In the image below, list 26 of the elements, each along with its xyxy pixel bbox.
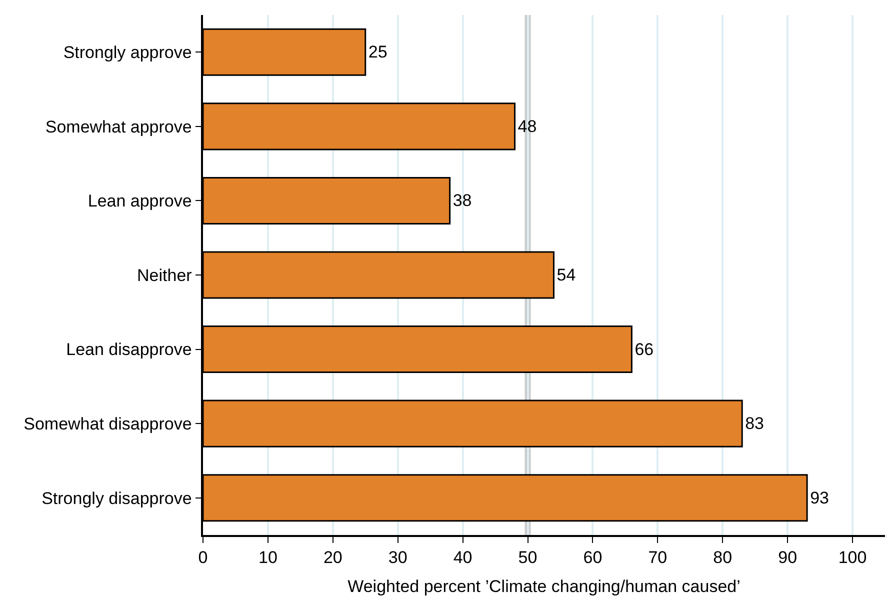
- x-tick-label: 0: [198, 548, 208, 568]
- data-label: 38: [452, 191, 472, 210]
- y-tick-label: Lean disapprove: [66, 340, 192, 360]
- data-label: 54: [556, 266, 576, 284]
- x-axis-title: Weighted percent ’Climate changing/human caused’: [348, 577, 740, 596]
- x-tick-label: 10: [258, 548, 278, 568]
- y-tick-label: Somewhat disapprove: [24, 414, 192, 434]
- y-tick-label: Neither: [137, 266, 192, 285]
- x-tick-label: 60: [583, 548, 602, 568]
- data-label: 83: [745, 414, 764, 434]
- x-tick-label: 70: [648, 548, 668, 568]
- data-label: 93: [810, 488, 829, 508]
- x-tick-label: 40: [453, 548, 472, 568]
- x-tick-label: 20: [323, 548, 342, 568]
- y-tick-label: Strongly disapprove: [42, 488, 192, 508]
- y-tick-label: Somewhat approve: [45, 117, 192, 136]
- y-tick-label: Lean approve: [88, 192, 192, 211]
- x-tick-label: 90: [778, 548, 798, 568]
- x-tick-label: 30: [388, 548, 408, 568]
- x-tick-label: 100: [838, 548, 867, 568]
- y-tick-label: Strongly approve: [63, 43, 192, 62]
- data-label: 66: [634, 340, 654, 359]
- x-tick-label: 50: [518, 548, 538, 568]
- data-label: 25: [368, 42, 388, 62]
- data-label: 48: [518, 116, 537, 136]
- x-tick-label: 80: [713, 548, 732, 568]
